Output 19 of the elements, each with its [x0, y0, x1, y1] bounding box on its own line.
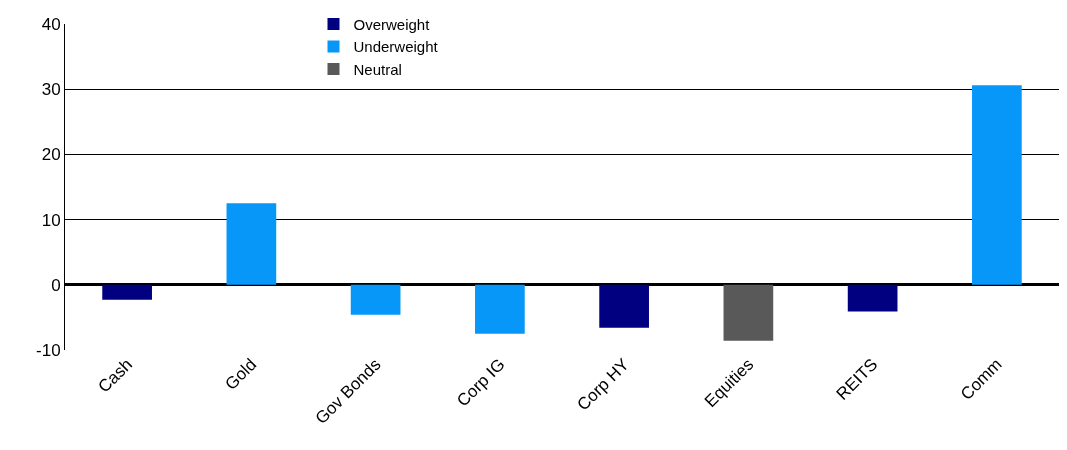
legend-label: Neutral	[353, 60, 402, 78]
y-tick-label: 10	[41, 210, 61, 230]
bar	[972, 85, 1022, 285]
bar	[723, 284, 774, 341]
y-tick-label: 30	[41, 80, 61, 100]
y-tick-label: -10	[36, 340, 61, 360]
x-tick-label: Corp HY	[573, 354, 633, 415]
bar	[475, 284, 525, 334]
y-tick-label: 40	[41, 14, 61, 34]
bar	[350, 284, 401, 315]
bar	[599, 284, 649, 328]
bar	[226, 203, 277, 285]
y-tick-label: 0	[51, 275, 61, 295]
legend-label: Underweight	[353, 38, 439, 56]
bar	[847, 284, 898, 312]
x-tick-label: Corp IG	[453, 354, 509, 411]
legend-label: Overweight	[353, 15, 431, 33]
bar	[102, 284, 152, 300]
y-tick-label: 20	[41, 145, 61, 165]
